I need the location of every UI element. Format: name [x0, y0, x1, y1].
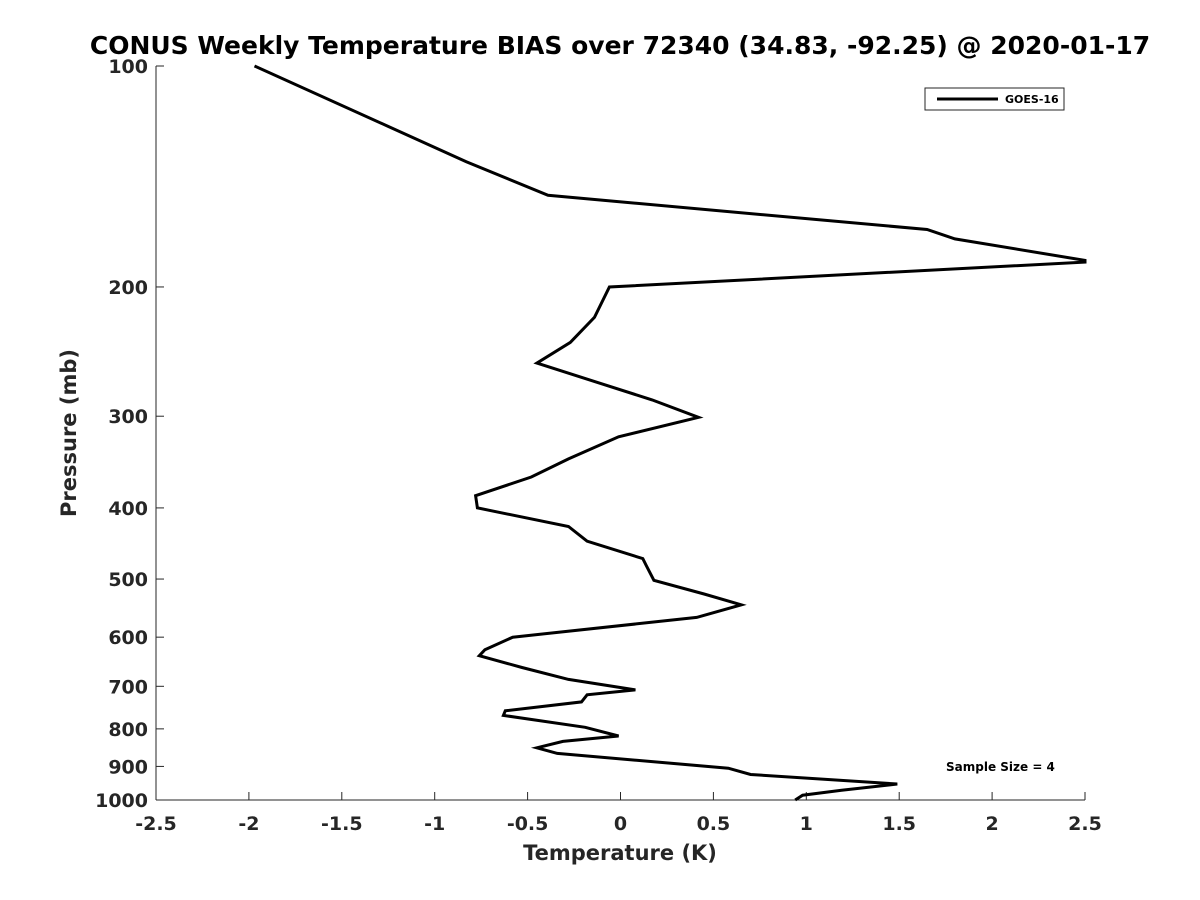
x-tick-label: 2.5: [1068, 813, 1102, 835]
x-tick-label: -1: [424, 813, 445, 835]
x-tick-label: -1.5: [321, 813, 363, 835]
y-tick-label: 100: [108, 56, 148, 78]
x-axis-label: Temperature (K): [523, 841, 717, 865]
y-tick-label: 1000: [95, 790, 148, 812]
legend: GOES-16: [924, 87, 1065, 111]
y-tick-label: 300: [108, 406, 148, 428]
x-tick-label: -0.5: [507, 813, 549, 835]
y-axis-label: Pressure (mb): [57, 349, 81, 517]
x-tick-label: 0: [614, 813, 627, 835]
y-tick-label: 200: [108, 277, 148, 299]
x-tick-label: 1.5: [882, 813, 916, 835]
sample-size-annotation: Sample Size = 4: [946, 760, 1055, 774]
x-tick-label: 1: [800, 813, 813, 835]
y-tick-label: 800: [108, 719, 148, 741]
y-tick-label: 900: [108, 756, 148, 778]
y-tick-label: 400: [108, 498, 148, 520]
x-tick-label: -2: [238, 813, 259, 835]
y-tick-label: 700: [108, 676, 148, 698]
y-tick-label: 500: [108, 569, 148, 591]
x-tick-label: 0.5: [697, 813, 731, 835]
x-tick-label: 2: [985, 813, 998, 835]
x-ticks: -2.5 -2 -1.5 -1 -0.5 0 0.5 1 1.5 2 2.5: [135, 792, 1102, 835]
x-tick-label: -2.5: [135, 813, 177, 835]
legend-entry: GOES-16: [1005, 93, 1059, 106]
series-layer: [253, 64, 1087, 802]
y-tick-label: 600: [108, 627, 148, 649]
chart-title: CONUS Weekly Temperature BIAS over 72340…: [90, 31, 1150, 60]
series-line-goes-16: [253, 64, 1087, 802]
y-ticks: 100 200 300 400 500 600 700 800 900 1000: [95, 56, 164, 812]
